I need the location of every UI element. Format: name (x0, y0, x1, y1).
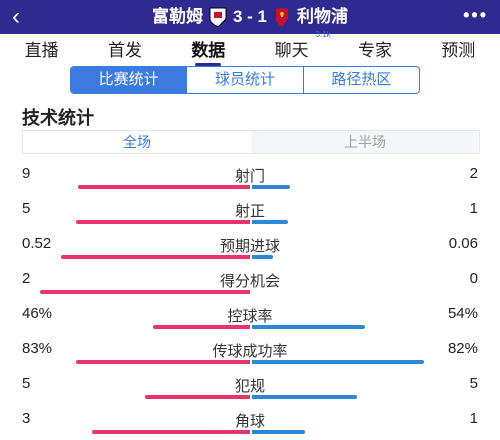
period-full[interactable]: 全场 (23, 131, 251, 153)
home-bar (76, 220, 250, 224)
away-bar (252, 220, 288, 224)
subtab-player-stats[interactable]: 球员统计 (187, 67, 304, 93)
home-value: 5 (22, 375, 31, 392)
tab-chat-label: 聊天 (274, 40, 309, 60)
tab-predict[interactable]: 预测 (441, 40, 476, 60)
home-bar (76, 360, 250, 364)
stat-row: 5 犯规 5 (0, 375, 500, 411)
away-bar (252, 325, 365, 329)
score: 3 - 1 (232, 7, 268, 26)
match-header: ‹ 富勒姆 3 - 1 利物浦 ••• (0, 0, 500, 34)
home-value: 83% (22, 340, 53, 357)
away-bar (252, 185, 290, 189)
stat-name: 预期进球 (219, 238, 280, 255)
tab-live[interactable]: 直播 (24, 40, 59, 60)
main-tabs: 直播 首发 数据 聊天 3.1k 专家 预测 (0, 30, 500, 66)
home-value: 3 (22, 410, 31, 427)
away-value: 1 (469, 200, 478, 217)
period-switch: 全场 上半场 (22, 130, 480, 154)
stat-name: 射门 (234, 168, 265, 185)
home-value: 46% (22, 305, 53, 322)
stat-row: 46% 控球率 54% (0, 305, 500, 341)
liverpool-crest-icon (276, 8, 289, 27)
stat-row: 5 射正 1 (0, 200, 500, 236)
stat-row: 3 角球 1 (0, 410, 500, 440)
back-arrow-icon[interactable]: ‹ (12, 3, 20, 30)
away-value: 2 (469, 165, 478, 182)
stat-row: 0.52 预期进球 0.06 (0, 235, 500, 271)
tab-data[interactable]: 数据 (185, 34, 231, 66)
chat-badge: 3.1k (315, 29, 331, 39)
away-bar (252, 395, 357, 399)
home-bar (92, 430, 250, 434)
home-value: 5 (22, 200, 31, 217)
home-value: 0.52 (22, 235, 52, 252)
stat-name: 犯规 (234, 378, 265, 395)
away-value: 0.06 (448, 235, 478, 252)
home-bar (145, 395, 250, 399)
subtab-heatmap[interactable]: 路径热区 (331, 71, 392, 88)
home-bar (153, 325, 250, 329)
away-value: 54% (447, 305, 478, 322)
home-value: 9 (22, 165, 31, 182)
away-value: 0 (469, 270, 478, 287)
away-bar (252, 255, 273, 259)
away-value: 82% (447, 340, 478, 357)
stat-name: 角球 (234, 413, 265, 430)
period-first-half[interactable]: 上半场 (251, 131, 479, 153)
tab-lineup[interactable]: 首发 (107, 40, 142, 60)
tab-expert[interactable]: 专家 (357, 40, 392, 60)
away-bar (252, 430, 305, 434)
data-subtabs: 比赛统计 球员统计 路径热区 (70, 66, 420, 94)
stat-row: 83% 传球成功率 82% (0, 340, 500, 376)
more-dots-icon[interactable]: ••• (463, 5, 488, 25)
home-bar (40, 290, 250, 294)
stat-row: 2 得分机会 0 (0, 270, 500, 306)
stat-name: 得分机会 (219, 273, 280, 290)
subtab-match-stats[interactable]: 比赛统计 (71, 67, 188, 93)
tab-chat[interactable]: 聊天 3.1k (269, 30, 331, 63)
home-bar (61, 255, 250, 259)
home-bar (78, 185, 250, 189)
section-title: 技术统计 (22, 108, 94, 128)
away-value: 5 (469, 375, 478, 392)
stat-row: 9 射门 2 (0, 165, 500, 201)
home-value: 2 (22, 270, 31, 287)
away-value: 1 (469, 410, 478, 427)
home-team-name: 富勒姆 (151, 7, 203, 26)
stat-name: 射正 (234, 203, 265, 220)
stat-name: 传球成功率 (212, 343, 288, 360)
fulham-crest-icon (209, 7, 227, 27)
away-team-name: 利物浦 (297, 7, 349, 26)
match-title: 富勒姆 3 - 1 利物浦 (0, 6, 500, 28)
away-bar (252, 360, 424, 364)
stat-name: 控球率 (227, 308, 273, 325)
